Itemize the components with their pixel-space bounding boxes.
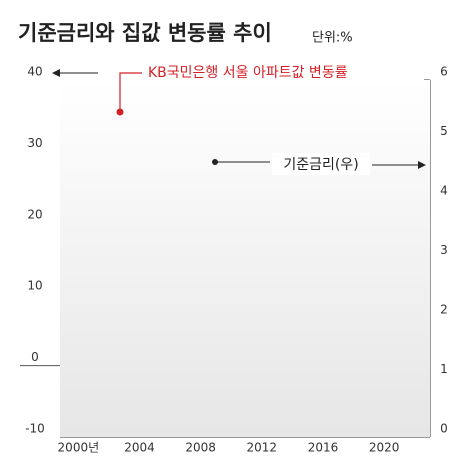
y-tick-label: -10 [25,422,45,436]
annotation: KB국민은행 서울 아파트값 변동률 [148,65,348,81]
y-tick-label: 20 [27,207,42,221]
x-tick-label: 2004 [124,441,155,455]
plot-background [60,80,430,437]
right-axis-arrow [372,161,426,169]
y-tick-label: 30 [27,136,42,150]
y-tick-label: 10 [27,279,42,293]
x-tick-label: 2000년 [58,441,100,455]
black-callout [212,159,270,165]
y2-tick-label: 3 [440,243,448,257]
annotation-box [272,153,370,175]
y2-tick-label: 6 [440,65,448,79]
unit-label: 단위:% [312,31,353,46]
y-tick-label: 0 [31,350,39,364]
y2-tick-label: 2 [440,303,448,317]
chart-title: 기준금리와 집값 변동률 추이 [18,21,272,45]
x-tick-label: 2012 [247,441,278,455]
y-tick-label: 40 [27,65,42,79]
red-callout [116,72,142,116]
y2-tick-label: 5 [440,124,448,138]
y2-tick-label: 1 [440,362,448,376]
x-tick-label: 2020 [369,441,400,455]
y2-tick-label: 4 [440,184,448,198]
x-tick-label: 2008 [185,441,216,455]
y2-tick-label: 0 [440,422,448,436]
x-tick-label: 2016 [308,441,339,455]
left-axis-arrow [52,69,98,77]
annotation: 기준금리(우) [283,157,358,173]
